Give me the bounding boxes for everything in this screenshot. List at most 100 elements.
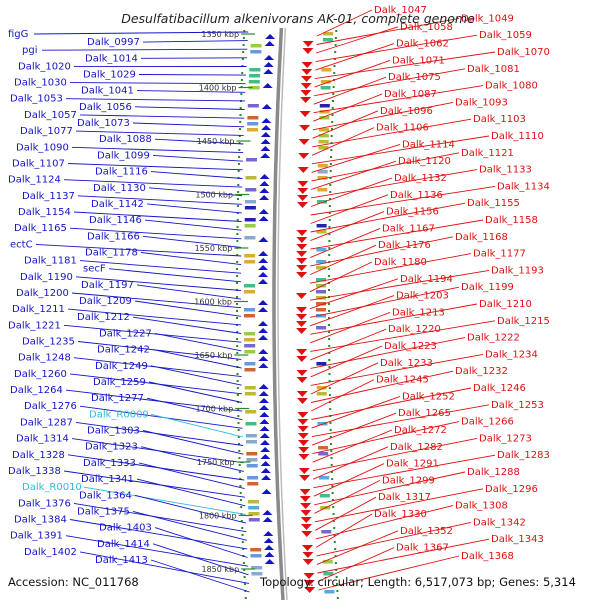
- gene-label-right: Dalk_1308: [455, 501, 508, 512]
- gene-label-left: Dalk_1375: [77, 506, 130, 517]
- leader-line-left: [67, 308, 242, 326]
- tick-dot: [334, 548, 337, 550]
- tick-dot: [332, 86, 335, 88]
- tick-dot: [330, 156, 333, 158]
- feature-block: [244, 386, 256, 390]
- leader-line-left: [63, 324, 242, 343]
- gene-label-left: Dalk_1391: [10, 531, 63, 542]
- tick-dot: [333, 65, 336, 67]
- gene-label-left: Dalk_1137: [22, 191, 75, 202]
- forward-gene-arrow: [264, 552, 275, 557]
- forward-gene-arrow: [259, 174, 270, 179]
- leader-line-left: [142, 235, 242, 248]
- leader-line-right: [312, 118, 472, 148]
- feature-block: [250, 548, 262, 552]
- reverse-gene-arrow: [296, 391, 308, 397]
- forward-gene-arrow: [261, 118, 272, 123]
- gene-label-left: Dalk_1212: [77, 312, 130, 323]
- leader-line-left: [65, 389, 243, 412]
- tick-dot: [330, 464, 333, 466]
- gene-label-right: Dalk_1223: [384, 341, 437, 352]
- reverse-gene-arrow: [296, 265, 308, 271]
- gene-label-right: Dalk_1220: [388, 324, 441, 335]
- feature-block: [244, 290, 255, 294]
- gene-label-left: Dalk_1030: [14, 78, 67, 89]
- feature-tracks: [236, 27, 339, 600]
- leader-line-right: [317, 547, 395, 582]
- gene-label-left: Dalk_1200: [16, 288, 69, 299]
- gene-label-right: Dalk_1213: [392, 307, 445, 318]
- leader-line-right: [309, 269, 490, 301]
- tick-dot: [236, 240, 239, 242]
- gene-label-left: Dalk_1146: [89, 215, 142, 226]
- feature-block: [244, 218, 256, 222]
- reverse-gene-arrow: [299, 111, 311, 117]
- forward-gene-arrow: [265, 34, 276, 39]
- tick-dot: [242, 562, 245, 564]
- gene-label-right: Dalk_1087: [384, 89, 437, 100]
- forward-gene-arrow: [261, 104, 272, 109]
- leader-line-left: [132, 510, 247, 541]
- feature-block: [316, 392, 327, 396]
- forward-gene-arrow: [264, 41, 275, 46]
- feature-block: [250, 44, 262, 48]
- forward-gene-arrow: [263, 538, 274, 543]
- gene-label-left: Dalk_1242: [97, 345, 150, 356]
- gene-label-left: Dalk_1057: [24, 110, 77, 121]
- feature-block: [316, 386, 327, 390]
- leader-line-right: [318, 555, 460, 591]
- tick-dot: [328, 240, 331, 242]
- tick-dot: [328, 338, 331, 340]
- feature-block: [317, 176, 328, 180]
- tick-dot: [236, 373, 239, 375]
- gene-label-right: Dalk_1121: [461, 148, 514, 159]
- tick-dot: [331, 128, 333, 130]
- forward-gene-arrow: [260, 468, 271, 473]
- gene-label-right: Dalk_1156: [386, 207, 439, 218]
- tick-dot: [332, 100, 334, 102]
- tick-dot: [328, 366, 331, 368]
- leader-line-right: [313, 463, 385, 497]
- tick-dot: [238, 149, 241, 151]
- reverse-gene-arrow: [300, 517, 312, 523]
- scale-tick-label: 1700 kbp: [195, 405, 233, 414]
- tick-dot: [328, 380, 331, 382]
- forward-gene-arrow: [258, 307, 268, 312]
- leader-line-left: [63, 470, 245, 498]
- gene-label-left: Dalk_R0009: [89, 409, 149, 420]
- reverse-gene-arrow: [297, 426, 309, 432]
- gene-label-left: figG: [8, 29, 28, 40]
- feature-block: [244, 260, 256, 264]
- gene-label-right: Dalk_1049: [461, 13, 514, 24]
- feature-block: [244, 308, 255, 312]
- gene-label-right: Dalk_1062: [396, 39, 449, 50]
- gene-label-left: Dalk_1099: [97, 150, 150, 161]
- tick-dot: [240, 520, 243, 522]
- gene-label-left: secF: [83, 264, 106, 275]
- feature-block: [322, 560, 333, 564]
- forward-gene-arrow: [258, 265, 269, 270]
- leader-line-right: [311, 160, 397, 190]
- reverse-gene-arrow: [296, 370, 308, 376]
- scale-tick-label: 1800 kbp: [199, 512, 237, 521]
- leader-line-right: [314, 59, 391, 88]
- leader-line-right: [311, 127, 375, 156]
- feature-block: [248, 512, 260, 516]
- tick-dot: [328, 254, 331, 256]
- tick-dot: [328, 394, 331, 396]
- forward-gene-arrow: [261, 489, 272, 494]
- right-gene-labels: Dalk_1047 Dalk_1049 Dalk_1058 Dalk_1059 Dalk…: [374, 5, 550, 562]
- gene-label-left: Dalk_1190: [20, 272, 73, 283]
- leader-line-right: [310, 320, 496, 352]
- tick-dot: [242, 51, 245, 53]
- gene-label-right: Dalk_1134: [497, 181, 550, 192]
- tick-dot: [329, 177, 332, 179]
- feature-block: [245, 410, 257, 414]
- feature-block: [244, 362, 256, 366]
- leader-line-right: [314, 51, 496, 80]
- leader-line-left: [73, 211, 242, 222]
- gene-label-left: Dalk_1314: [16, 434, 69, 445]
- feature-block: [317, 200, 327, 204]
- scale-tick-label: 1850 kbp: [201, 565, 239, 574]
- tick-dot: [331, 485, 334, 487]
